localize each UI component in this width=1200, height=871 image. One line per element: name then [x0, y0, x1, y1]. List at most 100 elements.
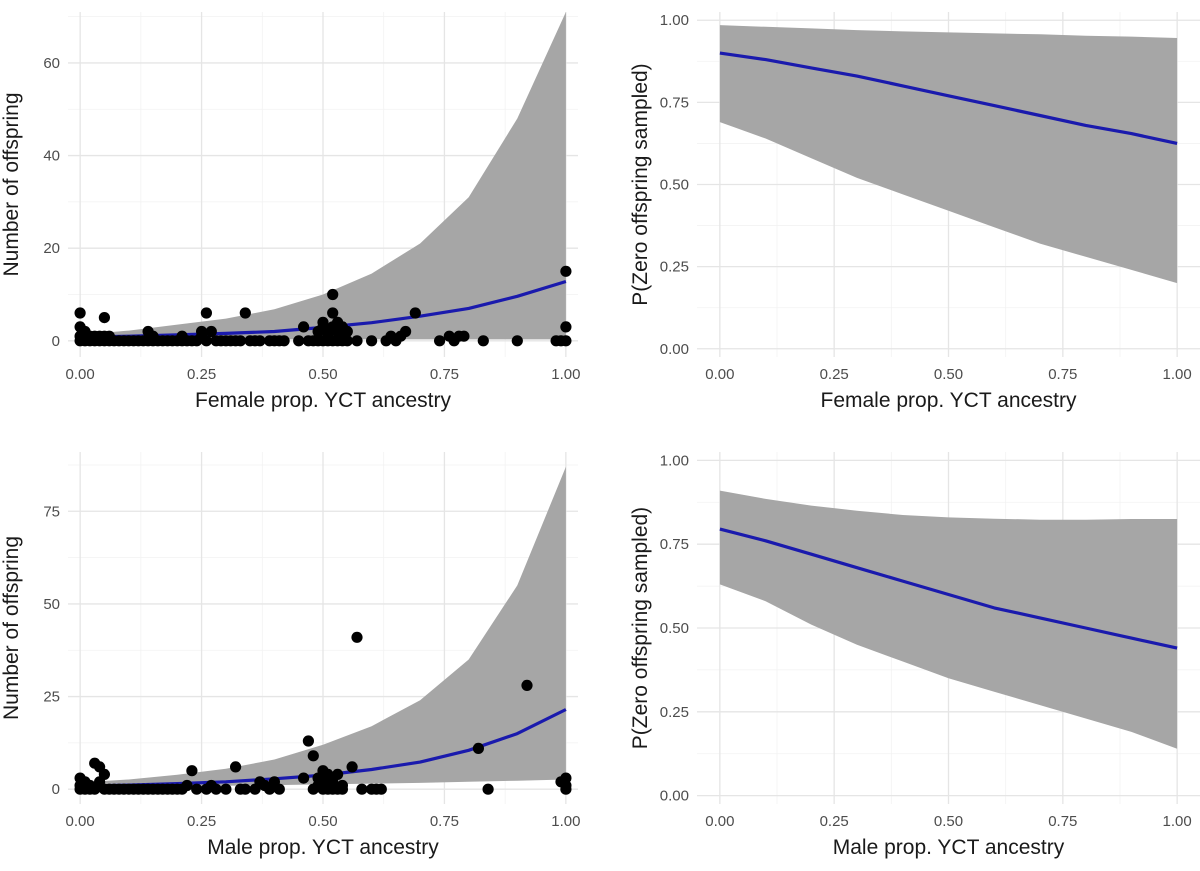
data-point [351, 335, 363, 347]
panel-male-offspring: 0.00 0.25 0.50 0.75 1.00 0 25 50 75 Male prop. YC… [0, 452, 580, 859]
data-point [298, 321, 310, 333]
x-tick-label: 0.75 [430, 813, 459, 830]
y-tick-label: 50 [43, 596, 60, 613]
y-axis-title: P(Zero offspring sampled) [629, 507, 652, 749]
x-tick-label: 0.25 [820, 813, 849, 830]
y-tick-label: 0.00 [660, 341, 689, 358]
y-axis-title: Number of offspring [0, 536, 23, 720]
x-tick-label: 0.50 [308, 366, 337, 383]
x-tick-label: 0.00 [705, 366, 734, 383]
y-tick-label: 1.00 [660, 452, 689, 469]
data-point [293, 335, 305, 347]
data-point [332, 768, 344, 781]
data-point [234, 335, 246, 347]
y-tick-label: 1.00 [660, 12, 689, 29]
data-point [181, 779, 193, 792]
data-point [307, 750, 319, 762]
confidence-ribbon [719, 490, 1178, 749]
data-point [560, 335, 572, 347]
x-tick-label: 0.25 [820, 366, 849, 383]
data-point [205, 325, 217, 338]
y-tick-label: 40 [43, 148, 60, 165]
data-point [98, 312, 110, 324]
data-point [254, 335, 266, 347]
confidence-ribbon [80, 12, 566, 340]
data-point [434, 335, 446, 347]
y-tick-label: 0.50 [660, 620, 689, 637]
data-point [298, 772, 310, 784]
x-tick-label: 0.50 [934, 366, 963, 383]
x-tick-label: 0.50 [934, 813, 963, 830]
x-tick-label: 0.25 [187, 366, 216, 383]
data-point [191, 783, 203, 795]
y-axis-title: P(Zero offspring sampled) [629, 63, 652, 305]
fitted-line [719, 51, 1178, 145]
data-point [273, 783, 285, 795]
x-tick-label: 1.00 [551, 366, 580, 383]
data-point [477, 335, 489, 347]
data-point [375, 783, 387, 795]
panel-female-zero: 0.00 0.25 0.50 0.75 1.00 0.00 0.25 0.50 0.75 1.00… [629, 12, 1200, 412]
panel-female-offspring: 0.00 0.25 0.50 0.75 1.00 0 20 40 60 Female prop. … [0, 12, 580, 412]
data-point [327, 307, 339, 319]
x-tick-label: 0.75 [1048, 813, 1077, 830]
data-point [200, 307, 212, 319]
x-axis-title: Female prop. YCT ancestry [195, 389, 451, 412]
x-axis-title: Female prop. YCT ancestry [821, 389, 1077, 412]
data-point [356, 783, 368, 795]
x-tick-label: 0.75 [430, 366, 459, 383]
x-tick-label: 1.00 [1163, 366, 1192, 383]
y-tick-label: 0.75 [660, 94, 689, 111]
data-point [458, 330, 470, 342]
y-tick-label: 60 [43, 55, 60, 72]
fitted-line [719, 527, 1178, 650]
data-point [511, 335, 523, 347]
y-tick-label: 0.00 [660, 788, 689, 805]
data-point [482, 783, 494, 795]
x-tick-label: 0.00 [66, 366, 95, 383]
data-point [317, 316, 329, 328]
data-point [366, 335, 378, 347]
y-axis-title: Number of offspring [0, 92, 23, 276]
y-tick-label: 0 [52, 333, 60, 350]
y-tick-label: 0 [52, 781, 60, 798]
x-tick-label: 0.50 [308, 813, 337, 830]
y-tick-label: 20 [43, 240, 60, 257]
y-tick-label: 0.25 [660, 259, 689, 276]
data-point [302, 735, 314, 747]
data-point [351, 631, 363, 643]
x-tick-label: 0.00 [705, 813, 734, 830]
data-point [560, 321, 572, 333]
data-point [239, 307, 251, 319]
x-tick-label: 1.00 [551, 813, 580, 830]
data-point [196, 325, 208, 338]
confidence-ribbon [719, 25, 1178, 284]
data-point [346, 761, 358, 773]
y-tick-label: 25 [43, 689, 60, 706]
data-point [327, 288, 339, 301]
x-tick-label: 0.75 [1048, 366, 1077, 383]
data-point [400, 325, 412, 338]
data-point [74, 307, 86, 319]
data-point [560, 783, 572, 795]
data-points [74, 631, 572, 795]
data-point [341, 335, 353, 347]
data-point [336, 783, 348, 795]
y-tick-label: 0.25 [660, 704, 689, 721]
y-tick-label: 0.75 [660, 536, 689, 553]
data-point [200, 335, 212, 347]
confidence-ribbon [80, 466, 566, 789]
data-point [278, 335, 290, 347]
data-point [560, 265, 572, 277]
x-axis-title: Male prop. YCT ancestry [833, 836, 1065, 859]
x-tick-label: 0.25 [187, 813, 216, 830]
data-point [230, 761, 242, 773]
data-point [239, 783, 251, 795]
data-point [210, 783, 222, 795]
data-points [74, 265, 572, 347]
data-point [409, 307, 421, 319]
data-point [472, 742, 484, 755]
x-axis-title: Male prop. YCT ancestry [207, 836, 439, 859]
y-tick-label: 0.50 [660, 177, 689, 194]
